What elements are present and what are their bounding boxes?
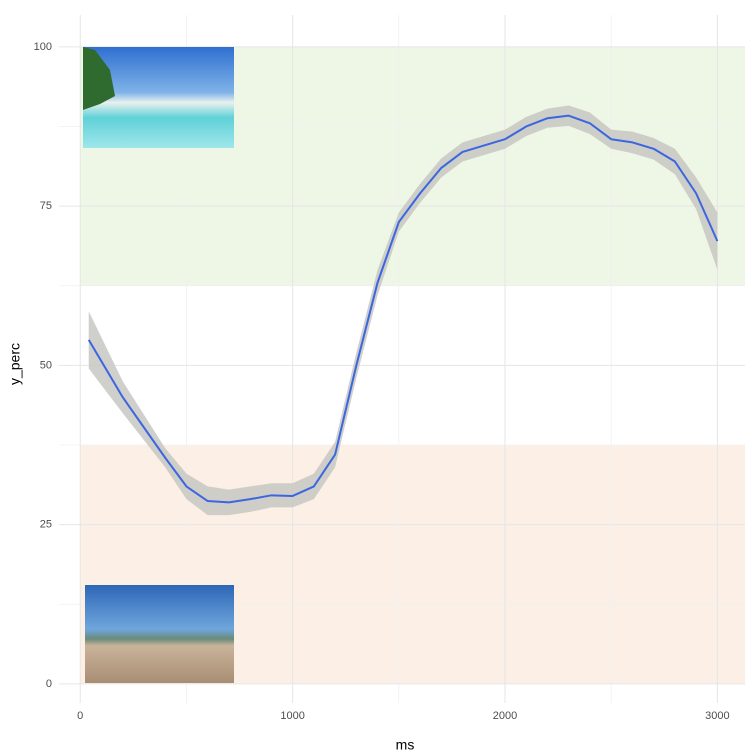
y-tick-label: 100	[34, 41, 52, 53]
crowded-beach-image	[85, 585, 234, 683]
x-tick-label: 2000	[493, 710, 517, 722]
x-tick-label: 3000	[705, 710, 729, 722]
y-axis-title: y_perc	[7, 343, 23, 385]
x-axis-title: ms	[396, 737, 415, 753]
y-tick-label: 75	[40, 200, 52, 212]
chart: ms y_perc 0 1000 2000 3000 0 25 50 75 100	[0, 0, 749, 756]
y-tick-label: 0	[46, 678, 52, 690]
x-tick-label: 0	[77, 710, 83, 722]
y-tick-label: 50	[40, 359, 52, 371]
x-tick-label: 1000	[280, 710, 304, 722]
y-tick-label: 25	[40, 519, 52, 531]
